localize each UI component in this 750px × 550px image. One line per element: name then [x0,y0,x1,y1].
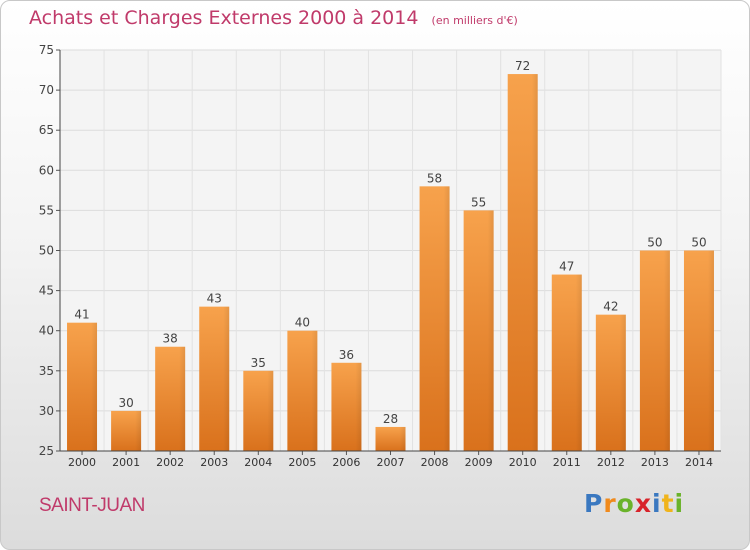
bar-shade [135,410,142,451]
chart-title: Achats et Charges Externes 2000 à 2014 [29,7,419,29]
bar-shade [179,346,186,451]
x-tick-label: 2013 [641,456,669,469]
x-tick-label: 2010 [509,456,537,469]
x-tick-label: 2008 [421,456,449,469]
bar-value-label: 30 [118,396,133,410]
bar-value-label: 42 [603,300,618,314]
bar-shade [663,250,670,451]
bar-value-label: 40 [295,316,310,330]
bar-value-label: 28 [383,412,398,426]
x-tick-label: 2014 [685,456,713,469]
y-tick-label: 65 [39,123,54,137]
bar-value-label: 35 [251,356,266,370]
bar-value-label: 50 [647,236,662,250]
bar-shade [355,362,362,451]
bar-value-label: 41 [74,308,89,322]
title-row: Achats et Charges Externes 2000 à 2014 (… [29,7,518,29]
y-tick-label: 50 [39,244,54,258]
logo-letter: t [661,489,675,518]
chart-unit: (en milliers d'€) [431,14,518,27]
x-tick-label: 2001 [112,456,140,469]
y-tick-label: 25 [39,444,54,458]
logo-letter: i [674,489,685,518]
y-tick-label: 35 [39,364,54,378]
bar-shade [443,186,450,451]
bar-layer: 41 30 38 43 35 40 36 28 58 55 72 47 42 50 50 [67,59,714,451]
bar-value-label: 58 [427,171,442,185]
commune-name: SAINT-JUAN [39,495,145,516]
bar-shade [707,250,714,451]
bar-shade [311,330,318,451]
bar-shade [223,306,230,451]
logo-letter: o [616,489,635,518]
logo-letter: P [584,489,604,518]
bar-shade [91,322,98,451]
x-tick-label: 2007 [377,456,405,469]
y-tick-label: 60 [39,163,54,177]
y-tick-label: 75 [39,43,54,57]
bar-shade [575,274,582,451]
bar-value-label: 36 [339,348,354,362]
bar-shade [399,426,406,451]
y-tick-label: 45 [39,284,54,298]
y-tick-label: 55 [39,203,54,217]
axis-layer: 25 30 35 40 45 50 55 60 65 70 75 2000 2001 2002 2003 20… [39,43,721,469]
logo-letter: i [652,489,662,518]
bar-value-label: 72 [515,59,530,73]
x-tick-label: 2005 [288,456,316,469]
bar-value-label: 38 [163,332,178,346]
bar-value-label: 43 [207,292,222,306]
x-tick-label: 2003 [200,456,228,469]
bar-value-label: 47 [559,260,574,274]
logo-letter: r [603,489,617,518]
x-tick-label: 2009 [465,456,493,469]
bar-value-label: 55 [471,195,486,209]
bar-value-label: 50 [691,236,706,250]
proxiti-logo: Proxiti [584,489,684,518]
x-tick-label: 2004 [244,456,272,469]
x-tick-label: 2000 [68,456,96,469]
x-tick-label: 2011 [553,456,581,469]
logo-letter: x [634,489,652,518]
y-tick-label: 40 [39,324,54,338]
bar-shade [487,210,494,451]
x-tick-label: 2012 [597,456,625,469]
y-tick-label: 70 [39,83,54,97]
bar-shade [267,370,274,451]
bar-shade [531,74,538,451]
x-tick-label: 2006 [332,456,360,469]
y-tick-label: 30 [39,404,54,418]
x-tick-label: 2002 [156,456,184,469]
bar-shade [619,314,626,451]
